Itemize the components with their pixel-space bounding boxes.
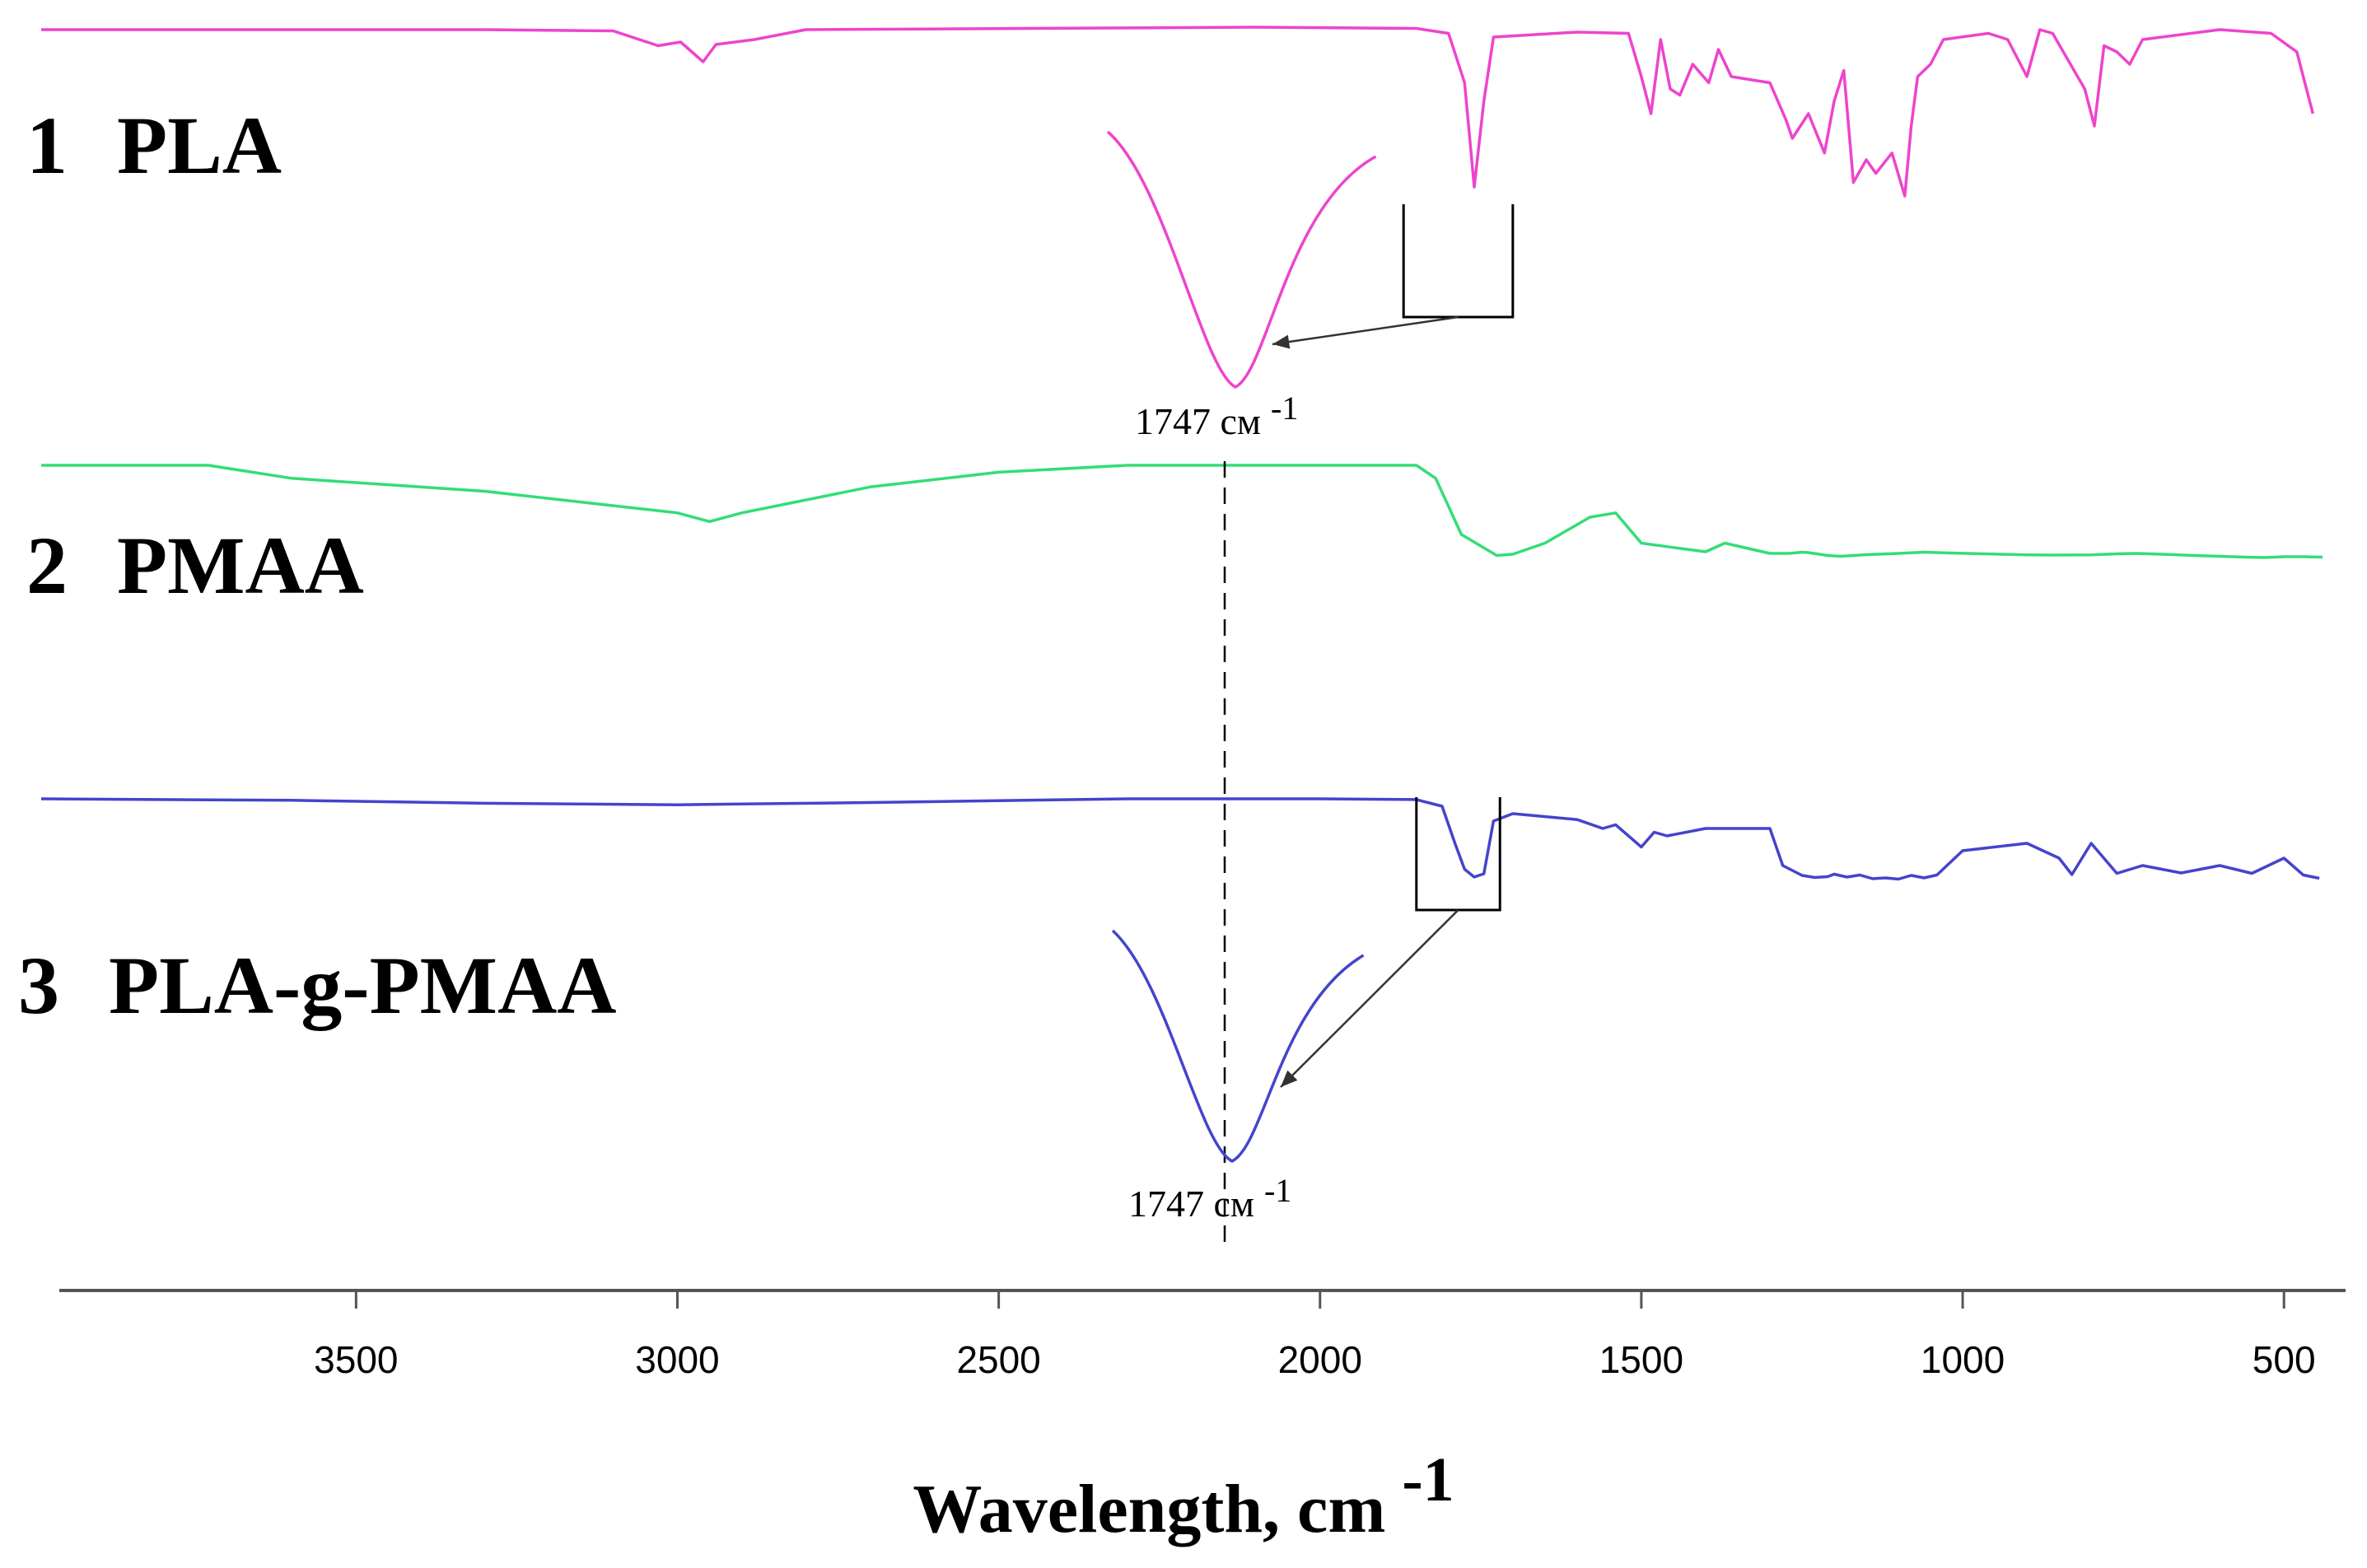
peak-label-superscript-2: -1	[1264, 1172, 1291, 1209]
series-name-2: PMAA	[117, 520, 364, 611]
spectrum-line-3	[40, 797, 2320, 881]
peak-label-superscript-1: -1	[1271, 390, 1298, 427]
x-tick-label-500: 500	[2253, 1338, 2316, 1381]
x-tick-label-1500: 1500	[1599, 1338, 1683, 1381]
zoom-arrow-2	[1280, 909, 1459, 1088]
series-number-1: 1	[26, 100, 68, 191]
x-axis-title-text: Wavelength, cm	[913, 1471, 1385, 1547]
series-number-3: 3	[18, 940, 59, 1031]
series-label-1: 1 PLA	[26, 100, 282, 191]
spectrum-line-1	[41, 26, 2314, 198]
spectra-layer	[40, 26, 2323, 881]
inset-layer: 1747 см -1 1747 см -1	[1106, 130, 1515, 1252]
zoom-arrowhead-2	[1281, 1070, 1298, 1087]
series-label-2: 2 PMAA	[26, 520, 364, 611]
peak-label-2: 1747 см -1	[1128, 1172, 1291, 1225]
zoom-arrowhead-1	[1272, 334, 1291, 349]
x-tick-label-3000: 3000	[635, 1338, 719, 1381]
peak-label-1: 1747 см -1	[1135, 390, 1298, 442]
x-tick-label-3500: 3500	[314, 1338, 398, 1381]
zoom-peak-curve-2	[1111, 929, 1365, 1163]
series-name-1: PLA	[117, 100, 282, 191]
series-label-3: 3 PLA-g-PMAA	[18, 940, 617, 1031]
series-number-2: 2	[26, 520, 68, 611]
zoom-arrow-1	[1272, 315, 1459, 346]
x-axis-title-superscript: -1	[1402, 1445, 1454, 1514]
peak-label-value-2: 1747 см	[1128, 1183, 1254, 1225]
zoom-box-1	[1402, 204, 1515, 319]
x-axis-title: Wavelength, cm -1	[913, 1445, 1454, 1547]
x-axis: 3500 3000 2500 2000 1500 1000 500 Wavelength, c…	[59, 1289, 2346, 1547]
x-tick-label-1000: 1000	[1921, 1338, 2005, 1381]
zoom-peak-curve-1	[1106, 130, 1377, 389]
spectrum-line-2	[41, 464, 2323, 559]
x-tick-label-2000: 2000	[1278, 1338, 1362, 1381]
peak-label-value-1: 1747 см	[1135, 400, 1261, 442]
x-tick-label-2500: 2500	[956, 1338, 1040, 1381]
series-name-3: PLA-g-PMAA	[109, 940, 617, 1031]
series-labels: 1 PLA 2 PMAA 3 PLA-g-PMAA	[18, 100, 617, 1031]
